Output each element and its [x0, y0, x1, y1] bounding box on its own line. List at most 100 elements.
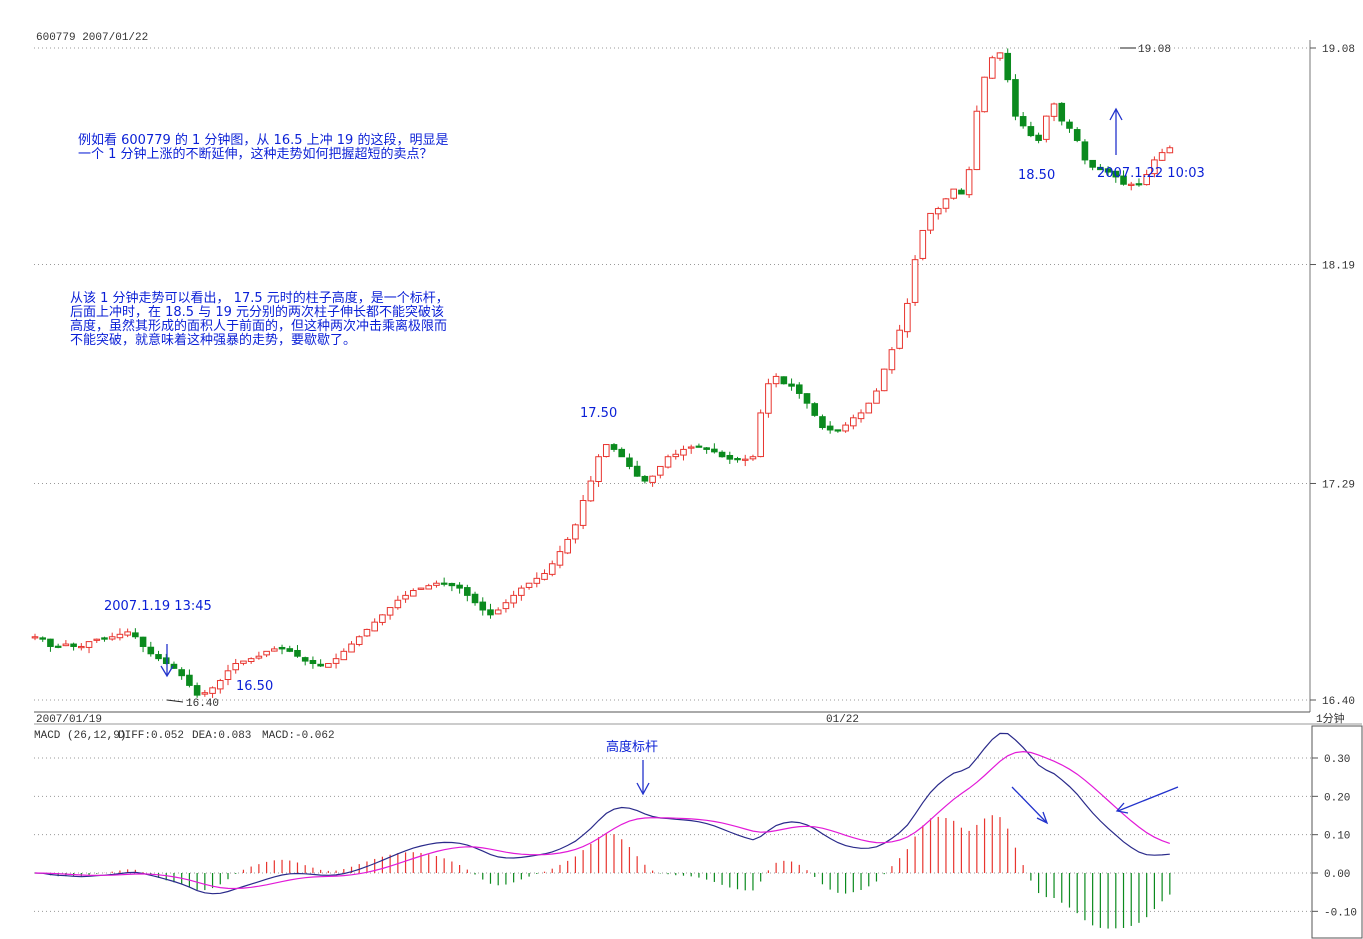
macd-axis: 0.30 0.20 0.10 0.00 -0.10	[1312, 754, 1357, 919]
candle-body	[865, 402, 873, 414]
candle	[857, 409, 865, 423]
candle	[734, 456, 741, 463]
candle	[965, 166, 973, 198]
candle-body	[958, 189, 965, 195]
annotation-para1-line2: 一个 1 分钟上涨的不断延伸，这种走势如何把握超短的卖点？	[78, 147, 433, 162]
candle-body	[819, 416, 826, 429]
candle	[271, 646, 278, 652]
x-label-date2: 01/22	[826, 714, 859, 726]
candle	[448, 582, 456, 592]
candle-body	[1081, 141, 1089, 161]
candle-body	[1158, 152, 1166, 161]
candle	[278, 644, 286, 655]
low-price-label: 16.40	[186, 698, 219, 710]
candle	[981, 76, 988, 113]
macd-tick-label: 0.20	[1324, 792, 1350, 804]
candle-body	[1135, 183, 1143, 186]
candle-body	[93, 638, 101, 641]
candle	[317, 659, 324, 667]
candle	[1058, 102, 1066, 126]
candle-body	[479, 601, 487, 611]
candle-body	[348, 643, 355, 653]
macd-value-label: MACD:-0.062	[262, 730, 335, 742]
candle-body	[610, 444, 618, 450]
candle-body	[1019, 116, 1027, 127]
candle-body	[726, 454, 734, 460]
candle-body	[294, 649, 301, 657]
candle	[572, 523, 579, 544]
candle-body	[757, 412, 764, 458]
macd-lines	[34, 732, 1170, 895]
candle	[348, 641, 355, 653]
label-height-benchmark: 高度标杆	[606, 740, 659, 755]
candle	[309, 656, 317, 669]
candle-body	[379, 614, 386, 623]
candle-body	[772, 375, 780, 385]
candle	[826, 421, 834, 434]
candle	[263, 650, 270, 658]
candle-body	[579, 500, 587, 526]
candle	[664, 454, 672, 469]
candle-body	[587, 480, 595, 502]
candle-body	[124, 631, 131, 636]
candle-body	[525, 582, 533, 588]
candle-body	[857, 412, 865, 420]
candle	[687, 444, 695, 454]
candle-body	[471, 593, 479, 604]
candle	[1135, 178, 1143, 187]
label-18-50: 18.50	[1018, 168, 1056, 183]
candle	[1166, 145, 1174, 154]
candle	[996, 52, 1004, 61]
candle	[340, 648, 348, 661]
candle-body	[1151, 159, 1158, 175]
candle	[433, 580, 440, 588]
candle-body	[309, 659, 317, 665]
candle	[641, 475, 649, 484]
candle	[124, 628, 131, 638]
candle	[973, 105, 981, 171]
macd-tick-label: 0.30	[1324, 754, 1350, 766]
candle	[1043, 115, 1050, 143]
candle-body	[193, 685, 201, 696]
candle	[85, 641, 93, 654]
candle	[1027, 121, 1035, 138]
candle	[927, 212, 934, 234]
candle	[958, 188, 965, 195]
candle-body	[965, 169, 973, 196]
candle	[780, 376, 788, 385]
candle	[170, 661, 178, 669]
candle	[579, 494, 587, 530]
candle	[417, 587, 425, 590]
candle-body	[255, 655, 263, 659]
candle	[201, 689, 209, 697]
candle-body	[888, 349, 896, 371]
candle	[525, 582, 533, 590]
candle	[811, 402, 819, 417]
candle	[865, 402, 873, 414]
candle	[355, 635, 363, 647]
candle-body	[386, 607, 394, 616]
candle	[618, 447, 626, 458]
candle-body	[602, 444, 610, 458]
candle	[548, 560, 556, 577]
dea-line	[34, 750, 1170, 890]
candle	[301, 656, 309, 666]
candle	[186, 669, 193, 688]
candle-body	[695, 445, 703, 448]
candle	[108, 632, 116, 641]
timeframe-label: 1分钟	[1316, 711, 1345, 726]
candle-body	[355, 636, 363, 645]
candle-body	[618, 448, 626, 458]
candle-body	[541, 572, 548, 580]
candle	[657, 465, 664, 479]
macd-tick-label: -0.10	[1324, 907, 1357, 919]
candle-body	[371, 621, 378, 632]
candle	[880, 368, 888, 392]
diff-line	[34, 732, 1170, 895]
candle-body	[162, 657, 170, 665]
candle	[718, 450, 726, 458]
candle	[1019, 112, 1027, 129]
macd-title: MACD (26,12,9)	[34, 730, 126, 742]
candle-body	[116, 633, 124, 639]
